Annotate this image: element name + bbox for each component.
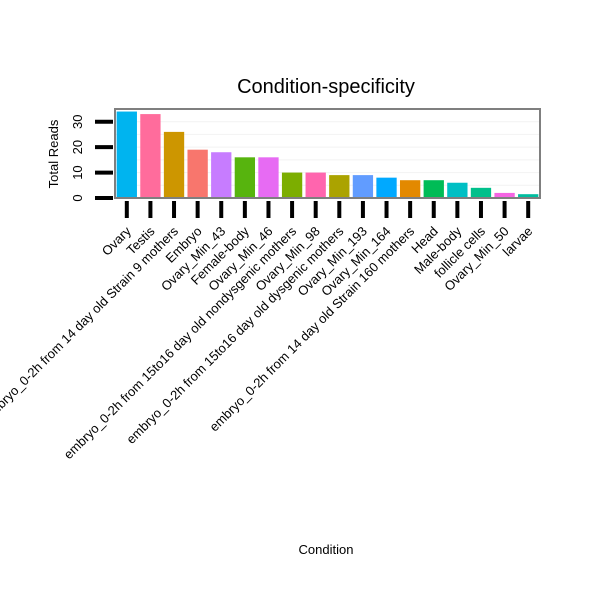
bar	[258, 157, 279, 198]
bar	[518, 194, 539, 198]
bar	[352, 175, 374, 198]
bar	[376, 177, 397, 198]
x-tick-label: embryo_0-2h from 15to16 day old nondysge…	[61, 223, 300, 462]
bar	[329, 175, 350, 198]
chart-title: Condition-specificity	[237, 76, 415, 98]
bar	[116, 111, 137, 198]
bar	[211, 152, 232, 198]
x-tick-label: embryo_0-2h from 14 day old Strain 9 mot…	[0, 223, 181, 424]
plot-background	[115, 109, 540, 198]
y-axis: 0 10 20 30	[70, 114, 113, 202]
bar	[163, 131, 185, 198]
y-tick-label: 20	[70, 140, 85, 154]
y-tick-label: 10	[70, 165, 85, 179]
bar	[494, 192, 515, 198]
bar	[447, 182, 468, 198]
bars	[116, 111, 539, 198]
y-tick-label: 30	[70, 114, 85, 128]
x-axis-label: Condition	[299, 542, 354, 557]
bar	[305, 172, 326, 198]
bar	[187, 149, 208, 198]
bar	[399, 180, 421, 198]
y-tick-label: 0	[70, 194, 85, 201]
bar	[140, 114, 161, 198]
bar	[281, 172, 303, 198]
bar	[234, 157, 256, 198]
bar	[423, 180, 444, 198]
bar	[470, 187, 492, 198]
y-axis-label: Total Reads	[46, 119, 61, 188]
plot-border	[114, 108, 541, 199]
